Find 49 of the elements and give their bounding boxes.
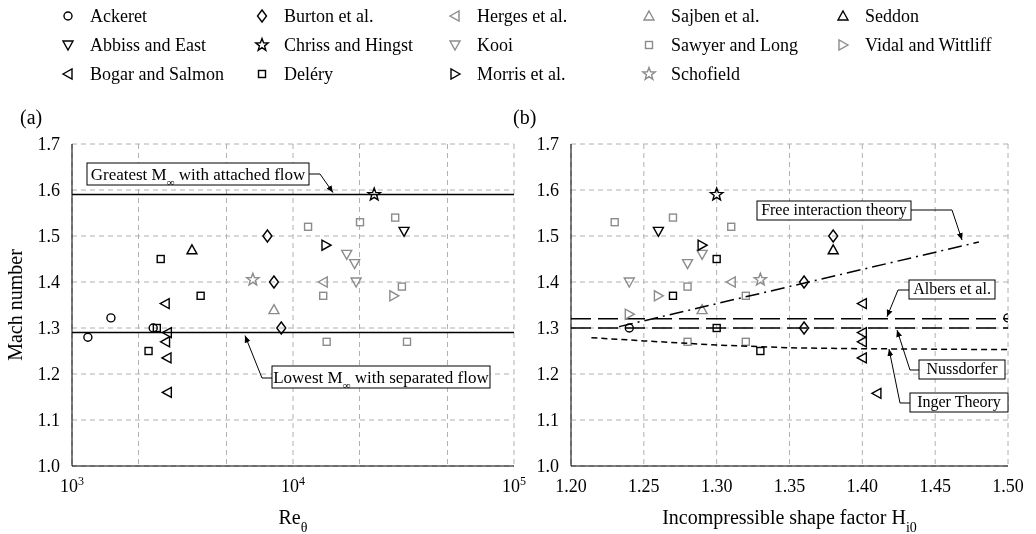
x-tick-label: 1.40 — [846, 476, 879, 496]
y-tick-label: 1.0 — [37, 456, 60, 476]
y-tick-label: 1.5 — [37, 226, 60, 246]
y-tick-label: 1.4 — [536, 272, 559, 292]
legend-label: Ackeret — [90, 6, 147, 26]
y-tick-label: 1.3 — [37, 318, 60, 338]
x-tick-label: 1.35 — [773, 476, 806, 496]
legend-label: Abbiss and East — [90, 35, 206, 55]
legend-label: Deléry — [284, 64, 333, 84]
x-tick-label: 10$^{3}$ — [60, 474, 84, 496]
legend-label: Schofield — [671, 64, 740, 84]
y-tick-label: 1.5 — [536, 226, 559, 246]
x-axis-title: Re$_{θ}$ — [278, 506, 308, 534]
x-tick-label: 10$^{5}$ — [502, 474, 526, 496]
x-tick-label: 1.45 — [919, 476, 951, 496]
y-axis-title: Mach number — [4, 248, 26, 361]
y-tick-label: 1.7 — [37, 134, 60, 154]
y-tick-label: 1.1 — [37, 410, 60, 430]
ref-line-label: Nussdorfer — [926, 360, 999, 377]
y-tick-label: 1.4 — [37, 272, 60, 292]
y-tick-label: 1.1 — [536, 410, 559, 430]
x-tick-label: 1.25 — [628, 476, 660, 496]
y-tick-label: 1.6 — [536, 180, 559, 200]
legend-label: Sajben et al. — [671, 6, 760, 26]
legend-label: Herges et al. — [477, 6, 568, 26]
y-tick-label: 1.3 — [536, 318, 559, 338]
x-axis-title: Incompressible shape factor H$_{i0}$ — [662, 506, 917, 534]
y-tick-label: 1.2 — [536, 364, 559, 384]
legend-label: Bogar and Salmon — [90, 64, 224, 84]
y-tick-label: 1.6 — [37, 180, 60, 200]
chart-title: (b) — [513, 106, 537, 129]
chart-title: (a) — [20, 106, 43, 129]
x-tick-label: 1.50 — [992, 476, 1024, 496]
y-tick-label: 1.7 — [536, 134, 559, 154]
legend-label: Morris et al. — [477, 64, 566, 84]
y-tick-label: 1.0 — [536, 456, 559, 476]
legend-label: Chriss and Hingst — [284, 35, 414, 55]
y-tick-label: 1.2 — [37, 364, 60, 384]
text: Inger Theory — [917, 393, 1001, 411]
text: Free interaction theory — [761, 201, 907, 219]
legend-label: Vidal and Wittliff — [865, 35, 992, 55]
legend-label: Burton et al. — [284, 6, 374, 26]
x-tick-label: 1.30 — [700, 476, 733, 496]
x-tick-label: 1.20 — [555, 476, 587, 496]
legend-label: Seddon — [865, 6, 919, 26]
legend-label: Sawyer and Long — [671, 35, 798, 55]
ref-line-label: Albers et al. — [913, 280, 991, 297]
x-tick-label: 10$^{4}$ — [281, 474, 305, 496]
legend-label: Kooi — [477, 35, 513, 55]
